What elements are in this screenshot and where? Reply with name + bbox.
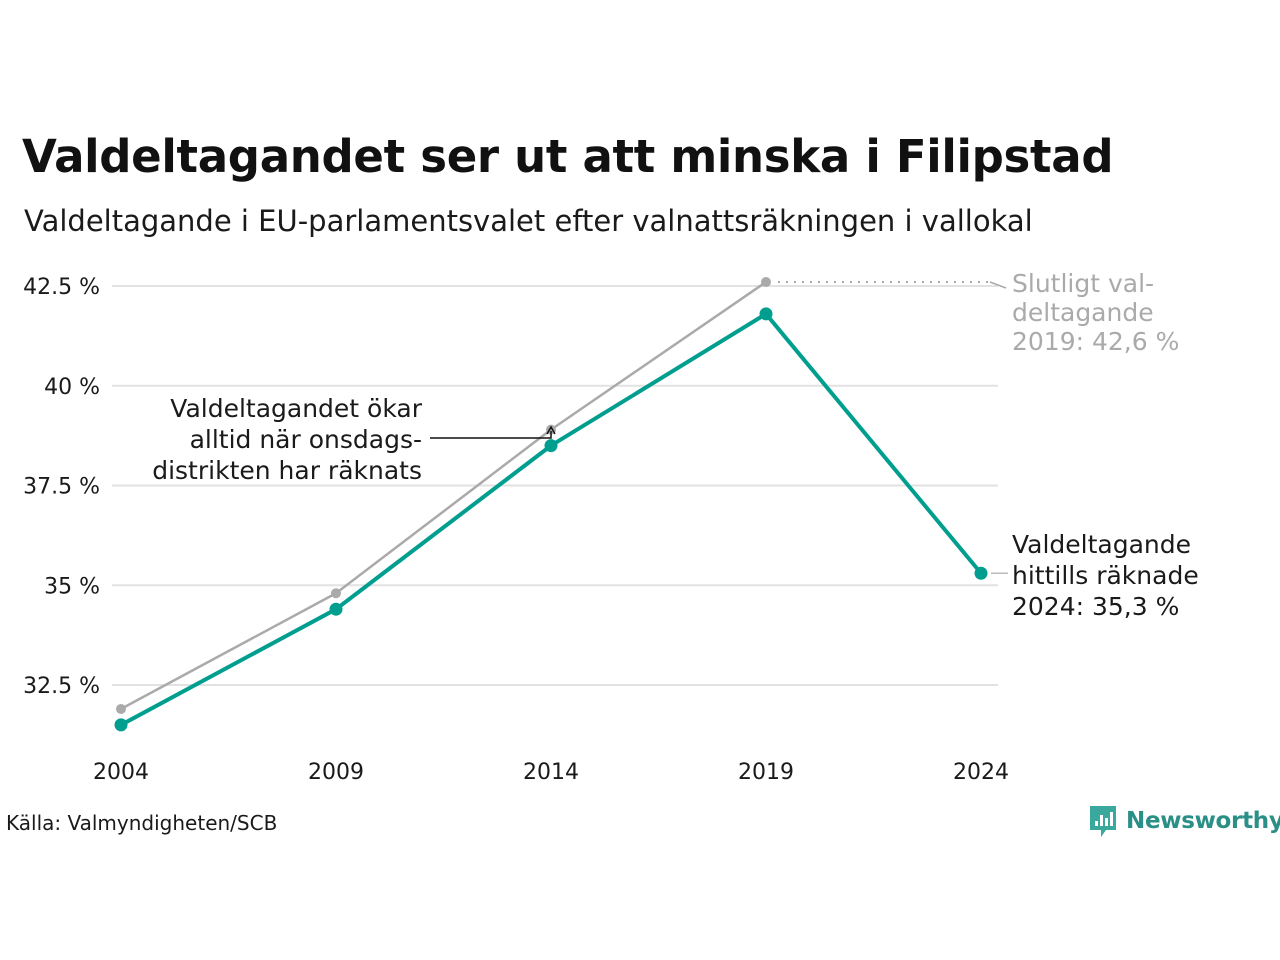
- increase-note-line: distrikten har räknats: [152, 456, 422, 485]
- x-tick-label: 2009: [308, 760, 364, 785]
- current-series-point: [329, 602, 343, 616]
- increase-note-arrowhead: [546, 425, 556, 435]
- y-tick-label: 42.5 %: [23, 275, 100, 300]
- final-series-point: [331, 588, 341, 599]
- brand-logo: Newsworthy: [1088, 803, 1280, 839]
- final-series-point: [116, 703, 126, 714]
- current-series-line: [120, 311, 983, 727]
- final-label-line: 2019: 42,6 %: [1012, 327, 1179, 356]
- chart-subtitle: Valdeltagande i EU-parlamentsvalet efter…: [24, 204, 1033, 238]
- increase-note-line: Valdeltagandet ökar: [170, 394, 422, 423]
- y-tick-label: 32.5 %: [23, 674, 100, 699]
- current-series-point: [759, 307, 773, 321]
- y-tick-label: 35 %: [44, 574, 100, 599]
- y-tick-label: 40 %: [44, 375, 100, 400]
- current-label-line: 2024: 35,3 %: [1012, 592, 1179, 621]
- chart-title: Valdeltagandet ser ut att minska i Filip…: [22, 130, 1114, 183]
- final-series-line: [120, 280, 767, 711]
- current-series-point: [544, 439, 558, 453]
- final-label-line: Slutligt val-: [1012, 269, 1154, 298]
- x-axis-ticks: 2004 2009 2014 2019 2024: [93, 760, 1009, 785]
- current-label-line: Valdeltagande: [1012, 530, 1191, 559]
- final-series-point: [761, 277, 771, 288]
- current-label-line: hittills räknade: [1012, 561, 1199, 590]
- current-series-point: [114, 718, 128, 732]
- x-tick-label: 2024: [953, 760, 1009, 785]
- x-tick-label: 2019: [738, 760, 794, 785]
- increase-note-line: alltid när onsdags-: [190, 425, 422, 454]
- y-tick-label: 37.5 %: [23, 475, 100, 500]
- current-series-point: [974, 566, 988, 580]
- final-label-line: deltagande: [1012, 298, 1154, 327]
- x-tick-label: 2004: [93, 760, 149, 785]
- gridlines: [112, 285, 998, 686]
- increase-note-arrow: [430, 431, 552, 439]
- source-note: Källa: Valmyndigheten/SCB: [6, 811, 278, 835]
- final-label-connector: [989, 281, 1007, 289]
- y-axis-ticks: 32.5 % 35 % 37.5 % 40 % 42.5 %: [23, 275, 100, 699]
- series-layer: [114, 277, 988, 732]
- x-tick-label: 2014: [523, 760, 579, 785]
- brand-name: Newsworthy: [1126, 808, 1280, 834]
- newsworthy-logo-icon: [1090, 806, 1116, 837]
